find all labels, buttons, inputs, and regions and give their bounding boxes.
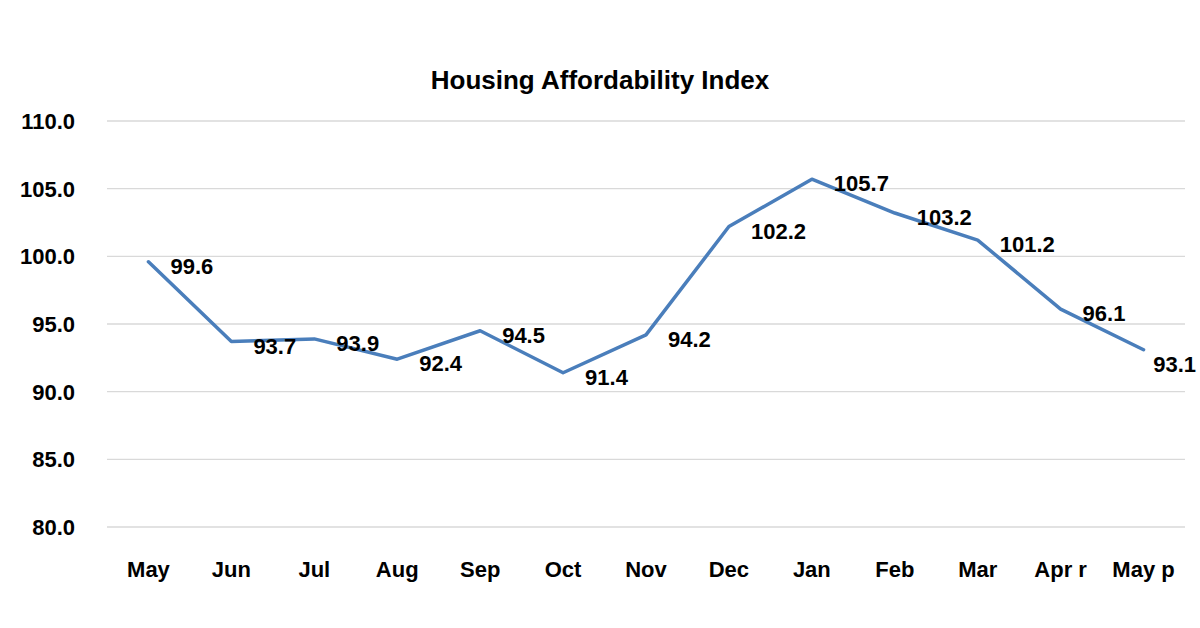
- data-label: 102.2: [751, 219, 806, 244]
- y-tick-label: 110.0: [21, 109, 75, 134]
- x-tick-label: Jun: [212, 557, 251, 582]
- y-tick-label: 90.0: [32, 380, 75, 405]
- data-label: 103.2: [917, 205, 972, 230]
- x-tick-label: Aug: [376, 557, 419, 582]
- grid-line: [107, 188, 1185, 189]
- x-tick-label: Jan: [793, 557, 831, 582]
- y-tick-label: 95.0: [32, 312, 75, 337]
- title: Housing Affordability Index: [431, 65, 770, 95]
- y-tick-label: 85.0: [32, 447, 75, 472]
- grid: [107, 121, 1185, 527]
- y-tick-label: 100.0: [20, 244, 75, 269]
- data-label: 94.2: [668, 327, 711, 352]
- data-label: 93.9: [336, 331, 379, 356]
- x-tick-label: Apr r: [1034, 557, 1087, 582]
- data-label: 91.4: [585, 365, 629, 390]
- grid-line: [107, 459, 1185, 460]
- x-tick-label: Nov: [625, 557, 667, 582]
- data-label: 101.2: [1000, 232, 1055, 257]
- data-label: 93.1: [1153, 352, 1196, 377]
- x-tick-label: Feb: [875, 557, 914, 582]
- data-label: 96.1: [1083, 301, 1126, 326]
- y-tick-label: 105.0: [20, 177, 75, 202]
- data-label: 105.7: [834, 171, 889, 196]
- grid-line: [107, 120, 1185, 121]
- line: [148, 179, 1143, 373]
- x-tick-label: Dec: [709, 557, 749, 582]
- data-labels: 99.6 93.7 93.9 92.4 94.5 91.4 94.2 102.2 105.7 10…: [170, 171, 1196, 390]
- y-tick-label: 80.0: [32, 515, 75, 540]
- x-tick-label: Sep: [460, 557, 500, 582]
- grid-line: [107, 526, 1185, 527]
- x-tick-label: Oct: [545, 557, 582, 582]
- data-label: 93.7: [253, 334, 296, 359]
- data-label: 92.4: [419, 351, 463, 376]
- series: [148, 179, 1143, 373]
- data-label: 99.6: [170, 254, 213, 279]
- grid-line: [107, 391, 1185, 392]
- x-tick-label: Jul: [298, 557, 330, 582]
- x-tick-label: May: [127, 557, 171, 582]
- data-label: 94.5: [502, 323, 545, 348]
- x-tick-label: May p: [1112, 557, 1174, 582]
- x-tick-label: Mar: [958, 557, 998, 582]
- grid-line: [107, 323, 1185, 324]
- chart: Housing Affordability Index 80.0 85.0 90.0 9…: [0, 0, 1200, 628]
